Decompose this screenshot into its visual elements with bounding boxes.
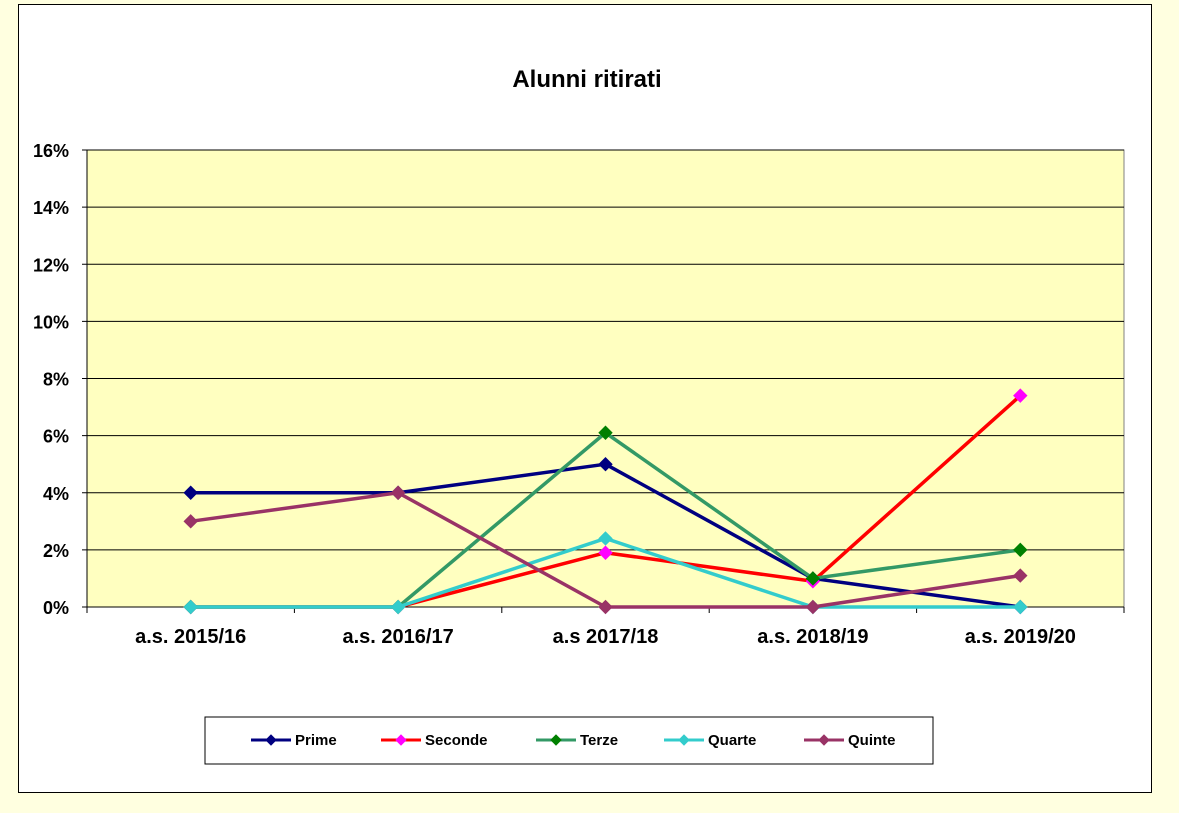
data-point: [1013, 568, 1028, 583]
data-point: [598, 531, 613, 546]
y-tick-label: 14%: [33, 198, 69, 218]
y-tick-label: 2%: [43, 541, 69, 561]
data-point: [805, 571, 821, 586]
x-tick-label: a.s. 2015/16: [135, 626, 246, 648]
legend-item-terze: Terze: [536, 732, 618, 749]
data-point: [390, 599, 406, 615]
y-tick-label: 10%: [33, 312, 69, 332]
x-tick-label: a.s. 2018/19: [757, 626, 868, 648]
series-quinte: [183, 485, 1028, 615]
legend-item-seconde: Seconde: [381, 732, 488, 749]
legend-marker: [265, 734, 277, 746]
y-tick-label: 6%: [43, 427, 69, 447]
y-tick-label: 12%: [33, 255, 69, 275]
data-point: [183, 599, 198, 615]
x-tick-label: a.s. 2016/17: [342, 626, 453, 648]
chart-area: Alunni ritirati 0% 2% 4% 6% 8% 10% 12% 14% 16% a.…: [18, 4, 1152, 793]
y-tick-label: 8%: [43, 370, 69, 390]
legend-label: Seconde: [425, 732, 488, 749]
data-point: [598, 545, 613, 560]
data-point: [598, 456, 613, 472]
legend-item-prime: Prime: [251, 732, 337, 749]
x-tick-label: a.s. 2019/20: [965, 626, 1076, 648]
legend-item-quarte: Quarte: [664, 732, 756, 749]
legend-marker: [678, 734, 690, 746]
data-point: [183, 485, 198, 500]
line-chart: Alunni ritirati 0% 2% 4% 6% 8% 10% 12% 14% 16% a.…: [33, 66, 1125, 765]
series-lines: [183, 388, 1028, 615]
data-point: [1013, 599, 1028, 615]
data-point: [805, 599, 821, 615]
legend-marker: [395, 734, 407, 746]
y-tick-label: 16%: [33, 141, 69, 161]
data-point: [598, 425, 613, 440]
legend-entries: Prime Seconde Terze Quarte Quinte: [251, 732, 896, 749]
data-point: [598, 599, 613, 615]
data-point: [390, 485, 406, 500]
data-point: [183, 514, 198, 529]
legend-item-quinte: Quinte: [804, 732, 896, 749]
data-point: [1013, 388, 1028, 403]
x-tick-label: a.s 2017/18: [553, 626, 659, 648]
y-tick-label: 4%: [43, 484, 69, 504]
y-tick-label: 0%: [43, 598, 69, 618]
legend-label: Quarte: [708, 732, 756, 749]
legend-label: Quinte: [848, 732, 896, 749]
data-point: [1013, 542, 1028, 558]
chart-title: Alunni ritirati: [512, 66, 661, 93]
legend-marker: [818, 734, 830, 746]
legend-marker: [550, 734, 562, 746]
legend-label: Prime: [295, 732, 337, 749]
legend-label: Terze: [580, 732, 618, 749]
